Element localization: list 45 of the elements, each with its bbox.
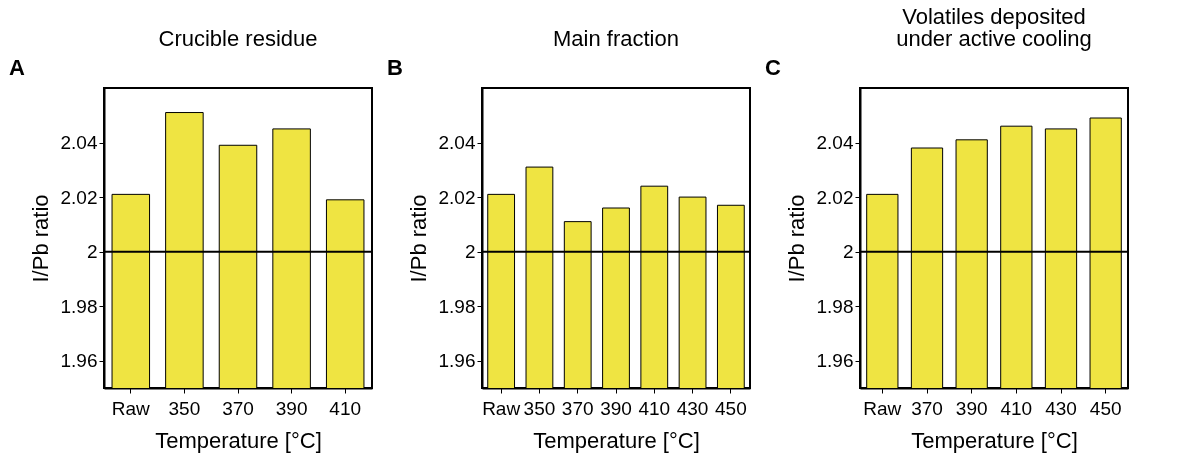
x-tick-label: 350 (168, 397, 201, 419)
x-axis-title: Temperature [°C] (533, 427, 700, 453)
y-tick-label: 2.04 (816, 132, 854, 154)
y-tick-label: 1.96 (816, 350, 854, 372)
x-tick-label: 410 (638, 397, 671, 419)
y-tick-label: 2.04 (438, 132, 476, 154)
x-axis-title: Temperature [°C] (911, 427, 1078, 453)
x-tick-label: 370 (561, 397, 594, 419)
y-tick-label: 2.02 (60, 186, 98, 208)
y-tick-label: 1.96 (438, 350, 476, 372)
x-tick-label: 430 (1045, 397, 1077, 419)
x-tick-label: 450 (715, 397, 747, 419)
x-tick-label: 450 (1089, 397, 1122, 419)
text: C (765, 55, 781, 80)
chart-title: Main fraction (553, 26, 679, 51)
y-tick-label: 2.02 (438, 186, 476, 208)
y-tick-label: 2 (464, 241, 476, 263)
x-tick-label: 370 (911, 397, 943, 419)
text: B (387, 55, 403, 80)
y-tick-label: 1.98 (816, 295, 854, 317)
y-tick-label: 2 (842, 241, 854, 263)
x-tick-label: 390 (600, 397, 632, 419)
y-axis-title: I/Pb ratio (405, 194, 431, 283)
y-tick-label: 2.04 (60, 132, 98, 154)
x-tick-label: Raw (111, 397, 151, 419)
x-tick-label: 410 (1000, 397, 1033, 419)
chart-title: Volatiles deposited under active cooling (896, 4, 1092, 51)
x-tick-label: 390 (955, 397, 988, 419)
y-tick-label: 2 (86, 241, 98, 263)
chart-title: Crucible residue (158, 26, 318, 51)
x-tick-label: Raw (482, 397, 521, 419)
x-tick-label: Raw (863, 397, 902, 419)
text: A (9, 55, 25, 80)
x-tick-label: 410 (329, 397, 362, 419)
y-axis-title: I/Pb ratio (783, 194, 809, 283)
x-tick-label: 370 (222, 397, 254, 419)
y-tick-label: 2.02 (816, 186, 854, 208)
y-axis-title: I/Pb ratio (27, 194, 53, 283)
x-tick-label: 430 (676, 397, 709, 419)
y-tick-label: 1.96 (60, 350, 98, 372)
x-axis-title: Temperature [°C] (155, 427, 322, 453)
y-tick-label: 1.98 (438, 295, 476, 317)
x-tick-label: 390 (275, 397, 308, 419)
y-tick-label: 1.98 (60, 295, 98, 317)
x-tick-label: 350 (523, 397, 556, 419)
